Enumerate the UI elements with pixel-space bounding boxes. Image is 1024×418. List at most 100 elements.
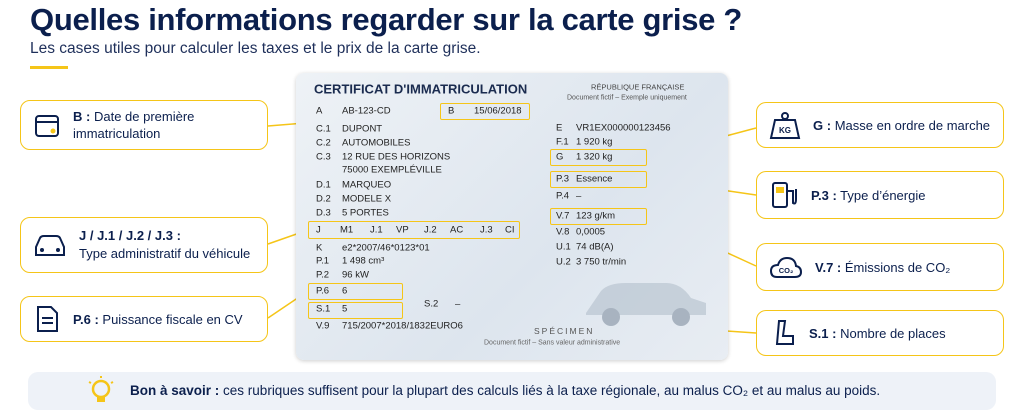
field-value: CI — [505, 224, 515, 236]
field-value: 715/2007*2018/1832EURO6 — [342, 320, 463, 332]
callout-text: J / J.1 / J.2 / J.3 : Type administratif … — [79, 227, 250, 263]
subtitle: Les cases utiles pour calculer les taxes… — [30, 40, 481, 57]
callout-p3: P.3 : Type d’énergie — [756, 171, 1004, 219]
callout-text: P.6 : Puissance fiscale en CV — [73, 312, 243, 327]
field-value: – — [455, 298, 461, 310]
field-value: 0,0005 — [576, 226, 606, 238]
registration-card — [296, 73, 728, 360]
callout-label: Nombre de places — [840, 325, 946, 341]
field-value: MARQUEO — [342, 179, 392, 191]
bulb-icon — [88, 376, 114, 402]
field-code: G — [556, 151, 564, 163]
field-code: F.1 — [556, 136, 569, 148]
callout-label: Date de première immatriculation — [73, 109, 195, 141]
field-value: AB-123-CD — [342, 105, 391, 117]
callout-code: P.6 : — [73, 311, 99, 327]
field-value: – — [576, 190, 582, 202]
field-value: VP — [396, 224, 409, 236]
field-code: J.2 — [424, 224, 437, 236]
field-value: M1 — [340, 224, 354, 236]
callout-text: S.1 : Nombre de places — [809, 326, 946, 341]
callout-text: B : Date de première immatriculation — [73, 108, 243, 142]
field-code: U.1 — [556, 241, 571, 253]
highlight-box — [550, 149, 647, 166]
tip-lead: Bon à savoir : — [130, 383, 220, 398]
field-code: V.9 — [316, 320, 330, 332]
field-code: A — [316, 105, 323, 117]
field-code: D.1 — [316, 179, 331, 191]
field-value: 5 PORTES — [342, 207, 389, 219]
underline — [30, 66, 68, 69]
callout-v7: CO₂ V.7 : Émissions de CO₂ — [756, 243, 1004, 291]
car-icon — [35, 235, 65, 256]
field-code: V.8 — [556, 226, 570, 238]
card-title: CERTIFICAT D'IMMATRICULATION — [314, 81, 528, 97]
specimen: SPÉCIMEN — [534, 326, 595, 336]
callout-code: S.1 : — [809, 325, 837, 341]
highlight-box — [550, 208, 647, 225]
field-value: 123 g/km — [576, 210, 616, 222]
car-watermark — [586, 283, 706, 326]
callout-s1: S.1 : Nombre de places — [756, 310, 1004, 356]
field-code: E — [556, 122, 563, 134]
field-value: 75000 EXEMPLÉVILLE — [342, 164, 442, 176]
card-country: RÉPUBLIQUE FRANÇAISE — [591, 82, 685, 92]
field-code: B — [448, 105, 455, 117]
field-code: P.2 — [316, 269, 330, 281]
highlight-box — [440, 103, 530, 120]
field-value: VR1EX000000123456 — [576, 122, 671, 134]
field-value: AC — [450, 224, 464, 236]
calendar-icon — [35, 115, 59, 137]
field-code: D.2 — [316, 193, 331, 205]
callout-label: Puissance fiscale en CV — [102, 311, 243, 327]
fuel-icon — [772, 182, 797, 208]
field-code: C.1 — [316, 123, 331, 135]
callout-j: J / J.1 / J.2 / J.3 : Type administratif … — [20, 217, 268, 273]
tip-bar: Bon à savoir : ces rubriques suffisent p… — [28, 372, 996, 410]
field-value: 15/06/2018 — [474, 105, 522, 117]
highlight-box — [308, 302, 403, 319]
callout-code: J / J.1 / J.2 / J.3 : — [79, 228, 181, 243]
icon-text: KG — [779, 126, 791, 135]
field-value: e2*2007/46*0123*01 — [342, 242, 430, 254]
field-code: J.1 — [370, 224, 383, 236]
tip-text: Bon à savoir : ces rubriques suffisent p… — [130, 383, 880, 398]
callout-label: Masse en ordre de marche — [834, 117, 991, 133]
weight-icon: KG — [769, 112, 801, 139]
field-code: P.6 — [316, 285, 330, 297]
callout-g: KG G : Masse en ordre de marche — [756, 102, 1004, 148]
field-value: MODELE X — [342, 193, 392, 205]
field-value: 1 320 kg — [576, 151, 613, 163]
callout-text: G : Masse en ordre de marche — [813, 118, 990, 133]
field-code: P.4 — [556, 190, 570, 202]
callout-label: Émissions de CO₂ — [844, 259, 951, 275]
field-code: J — [316, 224, 321, 236]
callout-code: B : — [73, 109, 91, 124]
field-value: 5 — [342, 303, 348, 315]
field-value: 1 920 kg — [576, 136, 613, 148]
footer-note: Document fictif – Sans valeur administra… — [484, 339, 621, 347]
callout-p6: P.6 : Puissance fiscale en CV — [20, 296, 268, 342]
field-value: Essence — [576, 173, 613, 185]
callout-code: V.7 : — [815, 259, 842, 275]
document-icon — [37, 306, 58, 332]
highlight-box — [550, 171, 647, 188]
field-value: 3 750 tr/min — [576, 256, 627, 268]
callout-code: P.3 : — [811, 187, 837, 203]
callout-code: G : — [813, 117, 832, 133]
tip-body: ces rubriques suffisent pour la plupart … — [223, 383, 881, 398]
field-value: 96 kW — [342, 269, 369, 281]
field-code: C.2 — [316, 137, 331, 149]
field-value: 6 — [342, 285, 348, 297]
field-code: C.3 — [316, 151, 331, 163]
field-value: 1 498 cm³ — [342, 255, 385, 267]
callout-label: Type administratif du véhicule — [79, 246, 251, 261]
field-value: DUPONT — [342, 123, 383, 135]
field-code: P.3 — [556, 173, 570, 185]
title: Quelles informations regarder sur la car… — [30, 2, 743, 37]
field-code: K — [316, 242, 323, 254]
field-code: D.3 — [316, 207, 331, 219]
field-code: P.1 — [316, 255, 330, 267]
field-code: U.2 — [556, 256, 571, 268]
